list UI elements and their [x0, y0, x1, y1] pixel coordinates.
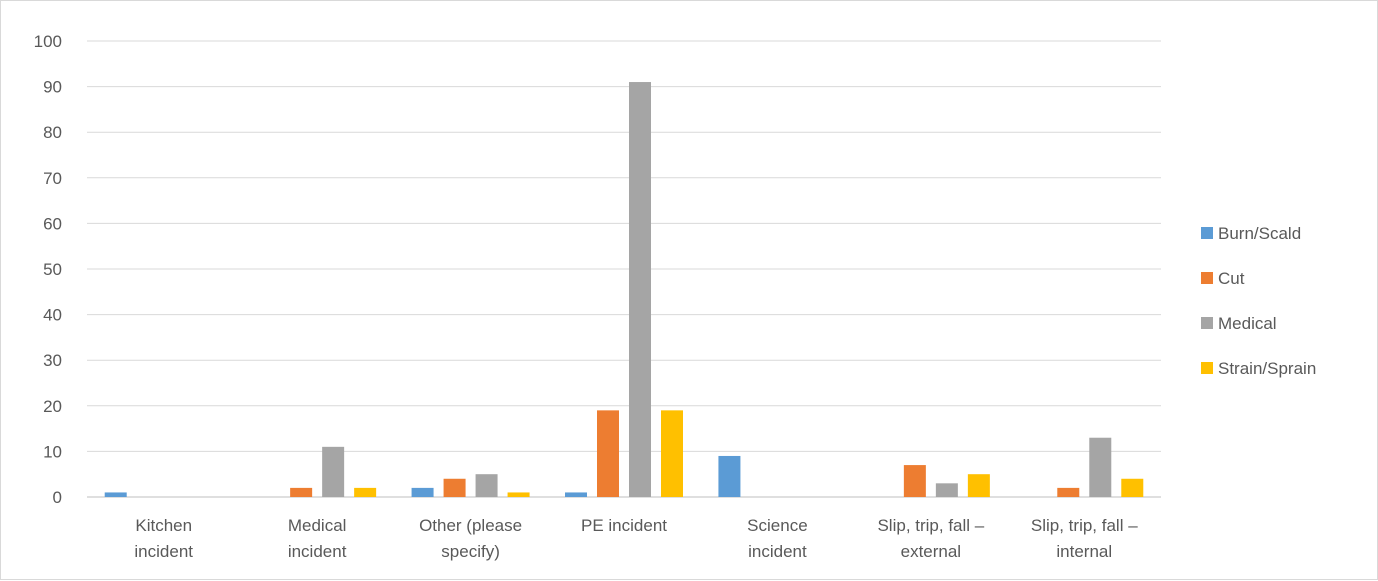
legend-label: Burn/Scald — [1218, 224, 1301, 243]
bar-medical — [322, 446, 345, 497]
legend-swatch — [1201, 272, 1213, 284]
bar-burn-scald — [718, 455, 741, 497]
y-tick-label: 90 — [43, 78, 62, 97]
y-tick-label: 60 — [43, 214, 62, 233]
bar-medical — [629, 82, 651, 497]
bar-cut — [443, 478, 466, 497]
x-tick-label: Other (please specify) — [419, 516, 522, 561]
bar-cut — [597, 410, 619, 497]
x-tick-label: Medical incident — [288, 516, 347, 561]
legend-swatch — [1201, 362, 1213, 374]
y-tick-label: 0 — [53, 488, 62, 507]
bar-burn-scald — [411, 487, 434, 497]
x-tick-label: Kitchen incident — [134, 516, 193, 561]
legend-swatch — [1201, 227, 1213, 239]
bar-cut — [903, 465, 926, 497]
x-tick-label: Slip, trip, fall – external — [877, 516, 984, 561]
y-tick-label: 40 — [43, 306, 62, 325]
bar-medical — [935, 483, 958, 497]
y-axis-ticks: 0 10 20 30 40 50 60 70 80 90 100 — [34, 32, 62, 507]
bar-strain-sprain — [967, 474, 990, 497]
legend: Burn/Scald Cut Medical Strain/Sprain — [1201, 224, 1316, 378]
y-tick-label: 50 — [43, 260, 62, 279]
x-tick-label: Slip, trip, fall – internal — [1031, 516, 1138, 561]
y-tick-label: 100 — [34, 32, 62, 51]
bar-strain-sprain — [1121, 478, 1144, 497]
y-tick-label: 70 — [43, 169, 62, 188]
bar-strain-sprain — [354, 487, 377, 497]
legend-label: Medical — [1218, 314, 1277, 333]
bar-medical — [1089, 437, 1112, 497]
bar-strain-sprain — [507, 492, 530, 497]
y-tick-label: 10 — [43, 442, 62, 461]
x-tick-label: Science incident — [747, 516, 807, 561]
legend-swatch — [1201, 317, 1213, 329]
bar-cut — [290, 487, 313, 497]
legend-label: Strain/Sprain — [1218, 359, 1316, 378]
y-tick-label: 80 — [43, 123, 62, 142]
legend-label: Cut — [1218, 269, 1245, 288]
x-axis-ticks: Kitchen incident Medical incident Other (ple… — [134, 516, 1138, 561]
y-tick-label: 30 — [43, 351, 62, 370]
gridlines — [87, 40, 1161, 498]
bar-burn-scald — [104, 492, 127, 497]
bar-medical — [475, 474, 498, 497]
x-tick-label: PE incident — [581, 516, 667, 535]
bars — [104, 82, 1144, 497]
bar-strain-sprain — [661, 410, 683, 497]
y-tick-label: 20 — [43, 397, 62, 416]
bar-cut — [1057, 487, 1080, 497]
bar-burn-scald — [565, 492, 587, 497]
